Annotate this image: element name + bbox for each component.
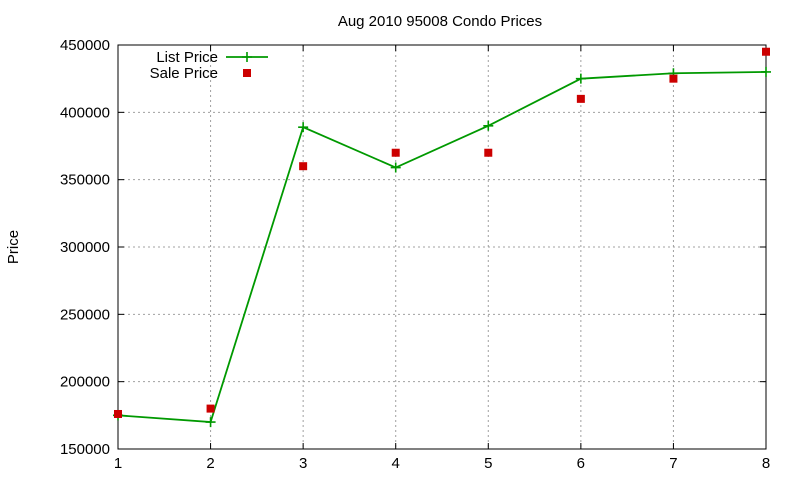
series [113, 47, 771, 428]
data-point [669, 74, 678, 83]
data-point [576, 94, 585, 103]
data-point [299, 162, 308, 171]
chart-title: Aug 2010 95008 Condo Prices [338, 13, 542, 30]
y-tick-label: 400000 [60, 104, 110, 121]
data-point [761, 66, 771, 77]
y-axis-label: Price [5, 230, 22, 264]
x-tick-label: 8 [762, 455, 770, 472]
data-point [391, 148, 400, 157]
data-point [114, 409, 122, 418]
legend-marker [243, 69, 251, 77]
axis-ticks: 1 2 3 4 5 6 7 8 150000 200000 250000 300000 350000 40… [60, 37, 770, 472]
y-tick-label: 150000 [60, 441, 110, 458]
data-point [205, 417, 216, 428]
x-tick-label: 7 [669, 455, 677, 472]
x-tick-label: 3 [299, 455, 307, 472]
data-point [390, 162, 401, 173]
grid [118, 45, 766, 449]
series-line [117, 71, 767, 424]
legend-label: Sale Price [150, 65, 218, 82]
y-tick-label: 350000 [60, 172, 110, 189]
x-tick-label: 1 [114, 455, 122, 472]
x-tick-label: 6 [577, 455, 585, 472]
data-point [575, 73, 586, 84]
legend-label: List Price [156, 49, 218, 66]
data-point [206, 404, 215, 413]
y-tick-label: 200000 [60, 374, 110, 391]
x-tick-label: 4 [392, 455, 400, 472]
x-tick-label: 5 [484, 455, 492, 472]
series-sale-price [114, 47, 770, 418]
data-point [483, 120, 494, 131]
y-tick-label: 450000 [60, 37, 110, 54]
x-tick-label: 2 [206, 455, 214, 472]
y-tick-label: 300000 [60, 239, 110, 256]
data-point [484, 148, 493, 157]
data-point [298, 122, 309, 133]
series-list-price [113, 66, 771, 428]
y-tick-label: 250000 [60, 306, 110, 323]
data-point [762, 47, 770, 56]
legend-marker [242, 52, 252, 62]
